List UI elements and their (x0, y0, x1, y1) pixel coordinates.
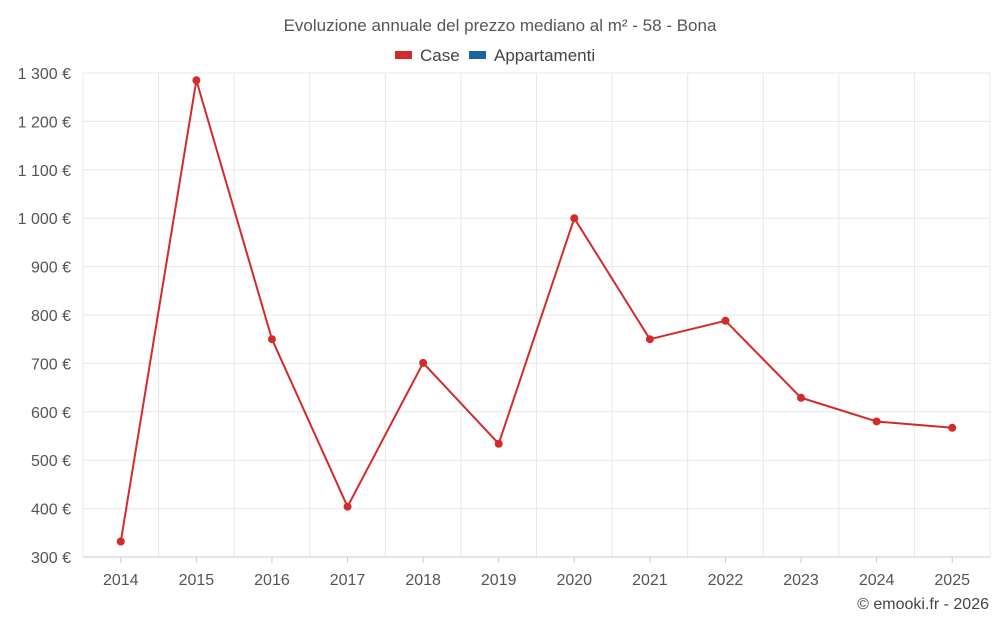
legend-label-case: Case (420, 46, 460, 65)
x-tick-label-2014: 2014 (103, 572, 139, 589)
data-point-2014[interactable] (116, 537, 125, 546)
x-tick-label-2023: 2023 (783, 572, 819, 589)
x-axis: 2014 2015 2016 2017 2018 2019 2020 2021 2022 2023… (83, 556, 990, 589)
x-tick-label-2015: 2015 (179, 572, 215, 589)
y-tick-label: 1 300 € (18, 66, 71, 83)
x-tick-label-2018: 2018 (405, 572, 441, 589)
series-case (116, 76, 957, 546)
legend-swatch-case (395, 51, 412, 59)
legend-item-appartamenti[interactable]: Appartamenti (469, 46, 595, 65)
y-tick-label: 1 200 € (18, 114, 71, 131)
data-point-2024[interactable] (872, 417, 881, 426)
y-tick-label: 700 € (31, 356, 71, 373)
legend-swatch-appartamenti (469, 51, 486, 59)
data-point-2019[interactable] (494, 439, 503, 448)
x-tick-label-2024: 2024 (859, 572, 895, 589)
y-tick-label: 500 € (31, 453, 71, 470)
data-point-2023[interactable] (797, 393, 806, 402)
legend-item-case[interactable]: Case (395, 46, 460, 65)
legend-label-appartamenti: Appartamenti (494, 46, 595, 65)
x-tick-label-2025: 2025 (934, 572, 970, 589)
legend: Case Appartamenti (395, 46, 595, 65)
data-point-2016[interactable] (267, 335, 276, 344)
x-tick-label-2019: 2019 (481, 572, 517, 589)
x-tick-label-2020: 2020 (556, 572, 592, 589)
y-axis: 300 € 400 € 500 € 600 € 700 € 800 € 900 € 1 000… (18, 66, 71, 567)
y-tick-label: 600 € (31, 405, 71, 422)
data-point-2018[interactable] (419, 358, 428, 367)
y-tick-label: 400 € (31, 502, 71, 519)
data-point-2022[interactable] (721, 316, 730, 325)
data-point-2020[interactable] (570, 214, 579, 223)
y-tick-label: 1 000 € (18, 211, 71, 228)
grid (82, 72, 991, 558)
x-tick-label-2016: 2016 (254, 572, 290, 589)
y-tick-label: 300 € (31, 550, 71, 567)
data-point-2017[interactable] (343, 502, 352, 511)
y-tick-label: 1 100 € (18, 163, 71, 180)
chart-title: Evoluzione annuale del prezzo mediano al… (284, 16, 717, 35)
series-line-case (119, 79, 953, 542)
x-tick-label-2022: 2022 (708, 572, 744, 589)
data-point-2025[interactable] (948, 423, 957, 432)
y-tick-label: 800 € (31, 308, 71, 325)
y-tick-label: 900 € (31, 260, 71, 277)
credit-text: © emooki.fr - 2026 (857, 596, 989, 613)
x-tick-label-2021: 2021 (632, 572, 668, 589)
data-point-2021[interactable] (645, 335, 654, 344)
x-tick-label-2017: 2017 (330, 572, 366, 589)
data-point-2015[interactable] (192, 76, 201, 85)
